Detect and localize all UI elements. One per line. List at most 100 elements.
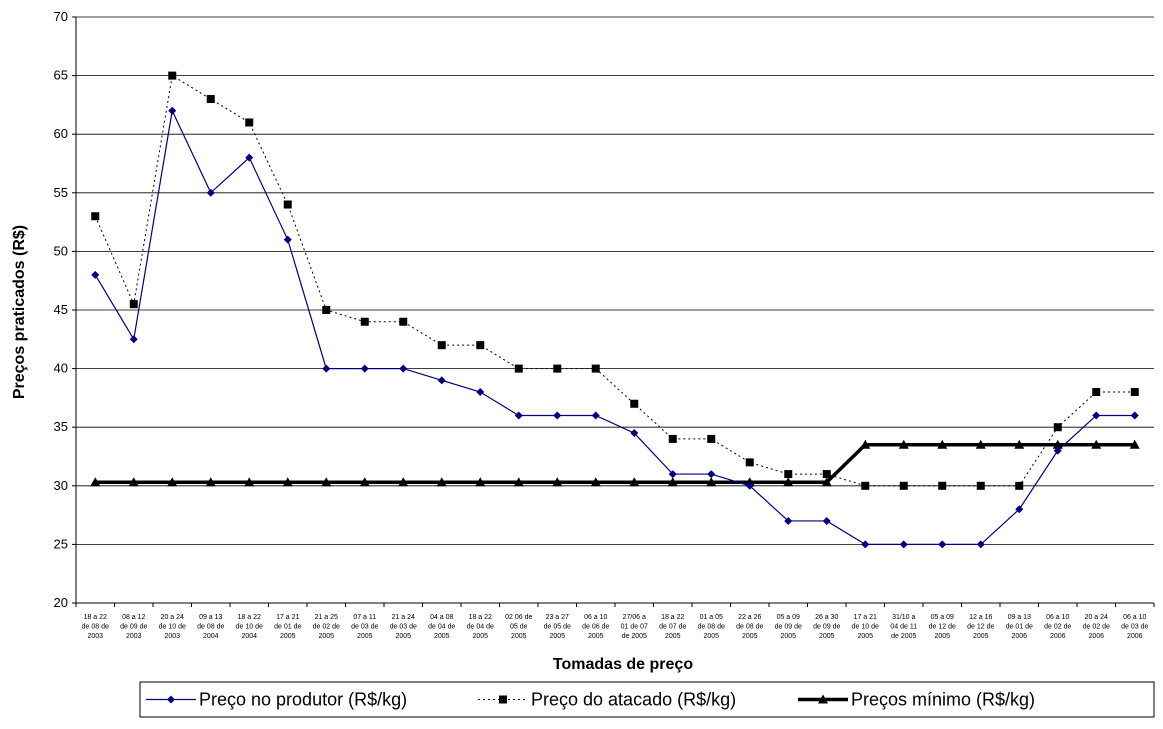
x-tick-label: 18 a 22 de 10 de 2004 xyxy=(236,614,263,640)
data-point xyxy=(590,477,601,487)
data-point xyxy=(899,481,908,490)
series-line xyxy=(94,108,1135,546)
data-point xyxy=(359,477,370,487)
x-tick-label: 06 a 10 de 02 de 2006 xyxy=(1044,614,1071,640)
x-tick-label-line: 04 de 11 xyxy=(890,624,917,631)
data-point xyxy=(399,364,408,373)
x-tick-label: 20 a 24 de 10 de 2003 xyxy=(159,614,186,640)
legend-item: Preços mínimo (R$/kg) xyxy=(798,690,1035,710)
legend-label: Preço no produtor (R$/kg) xyxy=(199,690,407,710)
legend-item: Preço no produtor (R$/kg) xyxy=(146,690,407,710)
x-tick-label: 18 a 22 de 07 de 2005 xyxy=(659,614,686,640)
data-point xyxy=(976,540,985,549)
x-tick-label: 05 a 09 de 12 de 2005 xyxy=(929,614,956,640)
x-tick-label: 12 a 16 de 12 de 2005 xyxy=(967,614,994,640)
data-point xyxy=(591,364,600,373)
x-tick-label: 27/06 a 01 de 07 de 2005 xyxy=(621,614,648,640)
data-point xyxy=(91,270,100,279)
x-tick-label: 21 a 24 de 03 de 2005 xyxy=(390,614,417,640)
data-point xyxy=(399,317,408,326)
x-tick-label-line: 06 a 10 xyxy=(1123,614,1146,621)
x-tick-label: 06 a 10 de 06 de 2005 xyxy=(582,614,609,640)
data-point xyxy=(322,364,331,373)
x-tick-label-line: de 2005 xyxy=(622,633,647,640)
x-tick-label: 09 a 13 de 08 de 2004 xyxy=(197,614,224,640)
x-tick-label-line: 01 a 05 xyxy=(700,614,723,621)
legend-marker xyxy=(167,695,175,704)
data-point xyxy=(436,477,447,487)
x-tick-label-line: de 01 de xyxy=(1006,624,1033,631)
x-tick-label-line: 17 a 21 xyxy=(854,614,877,621)
x-tick-label-line: de 12 de xyxy=(967,624,994,631)
x-tick-label-line: de 10 de xyxy=(236,624,263,631)
x-tick-label: 04 a 08 de 04 de 2005 xyxy=(428,614,455,640)
data-point xyxy=(667,477,678,487)
data-point xyxy=(591,411,600,420)
x-tick-label-line: 09 a 13 xyxy=(199,614,222,621)
x-tick-label-line: 05 de xyxy=(510,624,528,631)
data-point xyxy=(1092,388,1101,397)
data-point xyxy=(475,477,486,487)
x-tick-label-line: 2005 xyxy=(472,633,488,640)
x-tick-label-line: de 06 de xyxy=(582,624,609,631)
data-point xyxy=(861,540,870,549)
data-point xyxy=(206,188,215,197)
x-tick-label-line: 05 a 09 xyxy=(931,614,954,621)
x-tick-label-line: de 07 de xyxy=(659,624,686,631)
x-tick-label-line: 2006 xyxy=(1050,633,1066,640)
data-point xyxy=(1015,505,1024,514)
x-tick-label-line: 2005 xyxy=(549,633,565,640)
data-point xyxy=(630,429,639,438)
data-point xyxy=(745,458,754,467)
x-tick-label: 23 a 27 de 05 de 2005 xyxy=(544,614,571,640)
x-tick-label-line: de 03 de xyxy=(1121,624,1148,631)
data-point xyxy=(476,341,485,350)
x-tick-label: 22 a 26 de 08 de 2005 xyxy=(736,614,763,640)
legend-box xyxy=(139,681,1155,718)
x-tick-label-line: de 05 de xyxy=(544,624,571,631)
data-point xyxy=(745,481,754,490)
x-tick-label-line: 2004 xyxy=(203,633,219,640)
x-tick-label-line: 06 a 10 xyxy=(584,614,607,621)
data-point xyxy=(937,439,948,449)
data-point xyxy=(1052,439,1063,449)
data-point xyxy=(976,481,985,490)
x-tick-label-line: 2005 xyxy=(357,633,373,640)
y-tick-label: 25 xyxy=(54,536,68,551)
series-diamond xyxy=(91,106,1139,549)
data-point xyxy=(398,477,409,487)
y-tick-label: 55 xyxy=(54,185,68,200)
x-tick-label-line: 20 a 24 xyxy=(161,614,184,621)
series-line xyxy=(94,74,1135,487)
data-point xyxy=(168,71,177,80)
x-tick-label-line: de 08 de xyxy=(736,624,763,631)
data-point xyxy=(283,235,292,244)
axes: 20 25 30 35 40 45 50 55 60 65 70 18 a 22 de 08 de 200… xyxy=(54,9,1155,640)
x-tick-label-line: 21 a 25 xyxy=(315,614,338,621)
x-tick-label: 05 a 09 de 09 de 2005 xyxy=(775,614,802,640)
data-point xyxy=(822,516,831,525)
data-point xyxy=(206,95,215,104)
x-tick-label-line: 2005 xyxy=(742,633,758,640)
x-tick-label-line: de 04 de xyxy=(467,624,494,631)
x-tick-label-line: 04 a 08 xyxy=(430,614,453,621)
data-point xyxy=(553,411,562,420)
data-point xyxy=(1130,411,1139,420)
x-tick-label: 20 a 24 de 02 de 2006 xyxy=(1083,614,1110,640)
x-tick-label-line: 26 a 30 xyxy=(815,614,838,621)
x-tick-label-line: 18 a 22 xyxy=(661,614,684,621)
data-point xyxy=(706,477,717,487)
x-tick-label-line: 2005 xyxy=(857,633,873,640)
x-tick-label: 18 a 22 de 04 de 2005 xyxy=(467,614,494,640)
x-tick-label-line: 05 a 09 xyxy=(777,614,800,621)
x-tick-label: 31/10 a 04 de 11 de 2005 xyxy=(890,614,917,640)
x-tick-label-line: 2005 xyxy=(934,633,950,640)
data-point xyxy=(167,477,178,487)
legend-label: Preço do atacado (R$/kg) xyxy=(531,690,736,710)
x-tick-label-line: 23 a 27 xyxy=(546,614,569,621)
x-tick-label-line: 22 a 26 xyxy=(738,614,761,621)
data-point xyxy=(707,470,716,479)
x-tick-label-line: 07 a 11 xyxy=(353,614,376,621)
